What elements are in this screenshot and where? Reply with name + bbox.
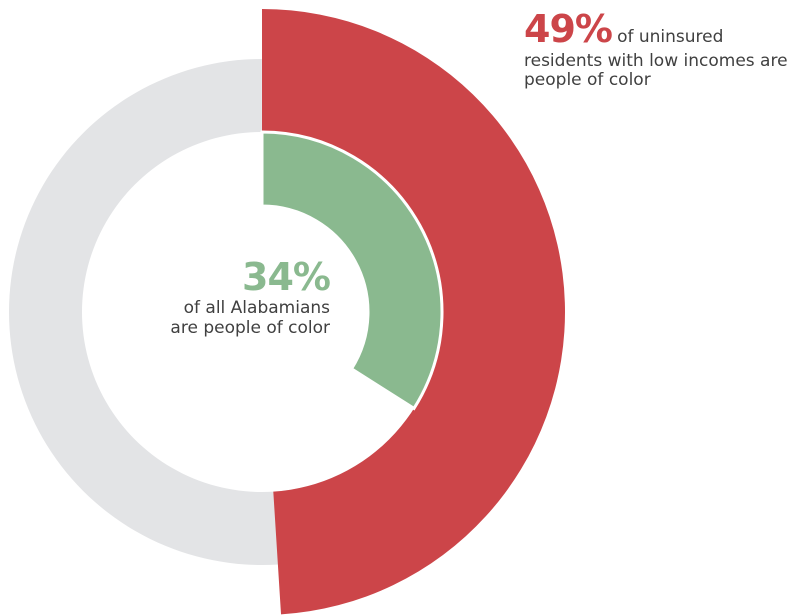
inner-description-line2: are people of color — [170, 318, 330, 339]
inner-description-line1: of all Alabamians — [183, 297, 330, 318]
outer-percent-label: 49% — [524, 7, 613, 51]
inner-annotation: 34% of all Alabamians are people of colo… — [110, 255, 331, 339]
outer-annotation: 49% of uninsured residents with low inco… — [524, 7, 804, 91]
outer-ring-arc-uninsured-low-income — [262, 9, 565, 615]
outer-description: of uninsured residents with low incomes … — [524, 27, 788, 91]
inner-percent-label: 34% — [242, 255, 331, 299]
inner-ring-arc-all-alabamians — [260, 130, 444, 411]
